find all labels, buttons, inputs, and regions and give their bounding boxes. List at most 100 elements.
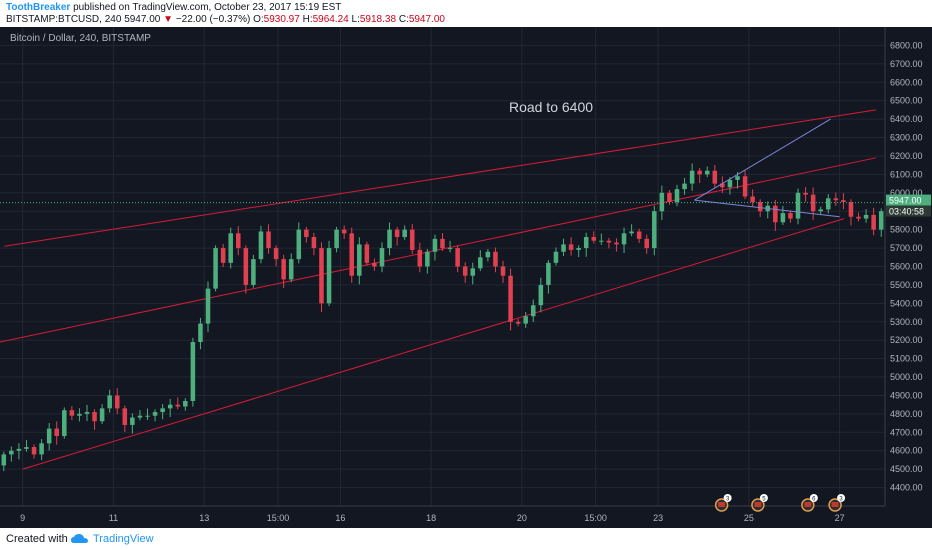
candle-body (379, 248, 385, 267)
low-value: 5918.38 (359, 14, 397, 25)
close-value: 5947.00 (408, 14, 445, 25)
high-label: H: (302, 14, 313, 25)
candle-body (742, 176, 748, 197)
candle-body (122, 408, 128, 425)
candle-body (84, 412, 90, 414)
candle-body (878, 211, 884, 230)
candle-body (334, 229, 339, 249)
candle-body (636, 231, 642, 239)
candle-body (145, 415, 150, 417)
candle-body (629, 231, 634, 234)
author-link[interactable]: ToothBreaker (6, 2, 71, 13)
published-text: published on TradingView.com, October 23… (73, 2, 342, 13)
candle-body (288, 259, 294, 280)
candle-body (130, 417, 135, 425)
candle-body (62, 410, 67, 436)
candle-body (856, 216, 861, 219)
price-axis[interactable] (885, 27, 932, 506)
candle-body (674, 189, 680, 203)
candle-body (500, 266, 506, 276)
price-tag-box (886, 194, 931, 206)
chart-background (0, 27, 932, 528)
candle-body (682, 183, 687, 190)
price-chart[interactable]: 4400.00 4500.00 4600.00 4700.00 4800.00 4900.… (0, 27, 932, 528)
channel-line-lower[interactable] (22, 218, 845, 470)
candle-body (561, 244, 566, 252)
flag-stripes-icon (754, 502, 762, 507)
candle-body (568, 244, 574, 250)
candle-body (107, 395, 112, 409)
y-tick-label: 5800.00 (890, 225, 923, 235)
candle-body (258, 231, 264, 260)
y-tick-label: 6300.00 (890, 133, 923, 143)
candle-body (720, 183, 725, 188)
candle-body (583, 237, 589, 249)
down-arrow-icon: ▼ (163, 14, 174, 25)
flag-stripes-icon (804, 502, 812, 507)
candle-body (243, 248, 249, 285)
x-tick-label: 15:00 (584, 513, 607, 523)
event-count-bubble (809, 494, 818, 502)
x-tick-label: 25 (744, 513, 754, 523)
time-axis[interactable] (0, 506, 932, 528)
y-tick-label: 4400.00 (890, 483, 923, 493)
y-tick-label: 5200.00 (890, 335, 923, 345)
candle-body (773, 205, 778, 223)
publish-line: ToothBreaker published on TradingView.co… (6, 2, 341, 13)
last-price: 5947.00 (124, 14, 161, 25)
y-tick-label: 6100.00 (890, 169, 923, 179)
candle-body (160, 408, 165, 413)
projection-line-1[interactable] (694, 199, 840, 218)
y-tick-label: 5500.00 (890, 280, 923, 290)
candle-body (364, 244, 370, 263)
symbol-label: BITSTAMP:BTCUSD, 240 (6, 14, 122, 25)
tradingview-cloud-icon (71, 534, 88, 543)
projection-line-0[interactable] (694, 118, 831, 201)
candle-body (606, 240, 612, 243)
candle-body (357, 244, 362, 276)
event-count-bubble (759, 494, 768, 502)
event-count: 6 (812, 497, 816, 503)
candle-body (478, 257, 483, 269)
candle-body (591, 237, 597, 241)
header: ToothBreaker published on TradingView.co… (0, 0, 932, 27)
candle-body (266, 231, 271, 249)
y-tick-label: 4600.00 (890, 446, 923, 456)
candle-body (447, 248, 453, 250)
candle-body (326, 248, 332, 304)
candle-body (54, 428, 59, 436)
y-axis-labels: 4400.00 4500.00 4600.00 4700.00 4800.00 4900.… (890, 40, 923, 492)
x-axis-labels: 9 11 13 15:00 16 18 20 15:00 23 25 27 (20, 513, 844, 523)
candle-body (251, 259, 256, 285)
tradingview-link[interactable]: TradingView (93, 533, 154, 545)
event-count: 5 (762, 497, 766, 503)
candle-body (402, 229, 407, 238)
candle-body (462, 266, 468, 276)
created-with-label: Created with (6, 533, 68, 545)
y-tick-label: 4800.00 (890, 409, 923, 419)
channel-line-upper[interactable] (4, 109, 877, 247)
x-tick-label: 27 (835, 513, 845, 523)
road-annotation[interactable]: Road to 6400 (509, 99, 593, 115)
event-count-bubble (837, 494, 846, 502)
candle-body (546, 262, 551, 285)
y-tick-label: 5000.00 (890, 372, 923, 382)
candle-body (425, 251, 430, 267)
y-tick-label: 5300.00 (890, 317, 923, 327)
flag-stripes-icon (718, 502, 726, 507)
candle-body (863, 214, 869, 219)
candle-body (652, 211, 657, 249)
high-value: 5964.24 (312, 14, 349, 25)
x-tick-label: 11 (109, 513, 118, 523)
candle-body (432, 238, 438, 252)
countdown-tag-box (886, 205, 931, 217)
candle-body (205, 288, 211, 324)
y-tick-label: 6400.00 (890, 114, 923, 124)
projection-lines[interactable] (694, 118, 840, 218)
y-tick-label: 5700.00 (890, 243, 923, 253)
candle-body (273, 248, 279, 260)
candle-body (667, 192, 672, 203)
candle-body (319, 248, 324, 304)
candle-body (659, 192, 665, 212)
